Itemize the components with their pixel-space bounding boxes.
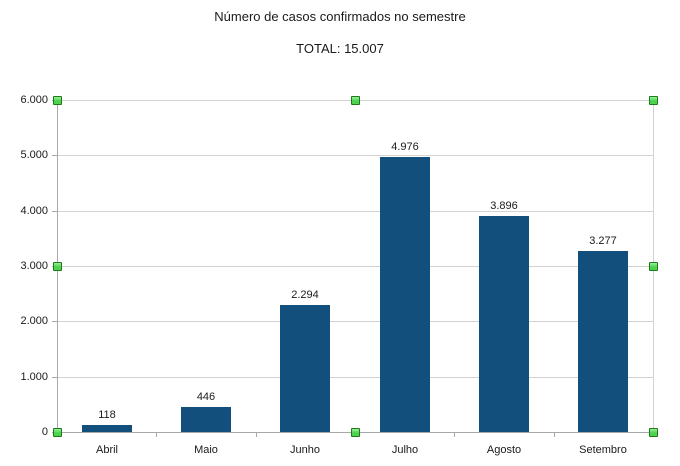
bar-value-label: 4.976: [391, 141, 419, 153]
x-axis-tick: [256, 432, 257, 437]
y-axis-label: 0: [41, 426, 48, 438]
bar-agosto[interactable]: [479, 216, 529, 432]
gridline-2.000: [57, 321, 653, 322]
selection-handle-bottom-center[interactable]: [351, 428, 360, 437]
x-axis-label-junho: Junho: [290, 444, 320, 456]
bar-junho[interactable]: [280, 305, 330, 432]
y-axis-label: 3.000: [20, 260, 48, 272]
x-axis-tick: [156, 432, 157, 437]
selection-handle-top-left[interactable]: [53, 96, 62, 105]
x-axis-label-abril: Abril: [95, 444, 118, 456]
y-axis-label: 2.000: [20, 315, 48, 327]
x-axis-tick: [454, 432, 455, 437]
x-axis-label-setembro: Setembro: [579, 444, 627, 456]
chart-subtitle: TOTAL: 15.007: [296, 41, 384, 56]
y-axis-tick: [52, 211, 57, 212]
selection-handle-bottom-left[interactable]: [53, 428, 62, 437]
bar-value-label: 3.277: [589, 235, 617, 247]
selection-handle-top-center[interactable]: [351, 96, 360, 105]
y-axis-tick: [52, 377, 57, 378]
bar-value-label: 118: [98, 409, 116, 421]
x-axis-tick: [554, 432, 555, 437]
selection-handle-top-right[interactable]: [649, 96, 658, 105]
bar-maio[interactable]: [181, 407, 231, 432]
gridline-5.000: [57, 155, 653, 156]
gridline-3.000: [57, 266, 653, 267]
y-axis-label: 5.000: [20, 149, 48, 161]
chart-title: Número de casos confirmados no semestre: [214, 9, 466, 24]
y-axis-label: 1.000: [20, 371, 48, 383]
x-axis-label-agosto: Agosto: [486, 444, 522, 456]
selection-handle-bottom-right[interactable]: [649, 428, 658, 437]
x-axis-label-maio: Maio: [194, 444, 218, 456]
bar-value-label: 446: [196, 391, 216, 403]
selection-handle-middle-left[interactable]: [53, 262, 62, 271]
gridline-1.000: [57, 377, 653, 378]
bar-value-label: 2.294: [291, 289, 319, 301]
y-axis-label: 4.000: [20, 205, 48, 217]
y-axis-label: 6.000: [20, 94, 48, 106]
y-axis-tick: [52, 321, 57, 322]
bar-setembro[interactable]: [578, 251, 628, 432]
selection-handle-middle-right[interactable]: [649, 262, 658, 271]
bar-julho[interactable]: [380, 157, 430, 432]
x-axis-label-julho: Julho: [391, 444, 419, 456]
y-axis-tick: [52, 155, 57, 156]
bar-value-label: 3.896: [490, 200, 518, 212]
bar-abril[interactable]: [82, 425, 132, 432]
gridline-4.000: [57, 211, 653, 212]
